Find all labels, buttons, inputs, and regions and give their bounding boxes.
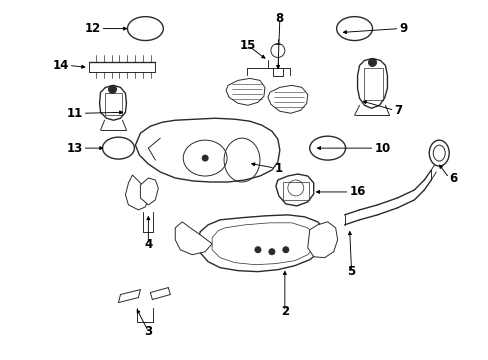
Polygon shape: [357, 58, 386, 108]
Ellipse shape: [268, 249, 274, 255]
Text: 12: 12: [84, 22, 101, 35]
Polygon shape: [140, 178, 158, 205]
Ellipse shape: [202, 155, 208, 161]
Text: 11: 11: [66, 107, 82, 120]
Text: 16: 16: [349, 185, 365, 198]
Polygon shape: [125, 175, 148, 210]
Text: 15: 15: [239, 39, 256, 52]
Polygon shape: [198, 215, 324, 272]
Polygon shape: [267, 85, 307, 113]
Text: 14: 14: [52, 59, 68, 72]
Text: 10: 10: [374, 141, 390, 155]
Bar: [272, 68, 282, 76]
Polygon shape: [275, 174, 313, 206]
Ellipse shape: [254, 247, 261, 253]
Polygon shape: [307, 222, 337, 258]
Text: 8: 8: [275, 12, 284, 25]
Polygon shape: [175, 222, 212, 255]
Text: 3: 3: [144, 325, 152, 338]
Text: 9: 9: [399, 22, 407, 35]
Ellipse shape: [428, 140, 448, 166]
Polygon shape: [100, 85, 126, 120]
Bar: [282, 182, 308, 200]
Bar: [363, 68, 383, 100]
Polygon shape: [135, 118, 279, 182]
Text: 13: 13: [66, 141, 82, 155]
Text: 5: 5: [347, 265, 355, 278]
Ellipse shape: [282, 247, 288, 253]
Text: 7: 7: [394, 104, 402, 117]
Ellipse shape: [108, 85, 116, 93]
Ellipse shape: [368, 58, 376, 67]
Polygon shape: [225, 78, 264, 105]
Text: 4: 4: [144, 238, 152, 251]
Text: 2: 2: [280, 305, 288, 318]
Text: 1: 1: [274, 162, 283, 175]
Text: 6: 6: [448, 171, 456, 185]
Bar: [104, 93, 122, 115]
